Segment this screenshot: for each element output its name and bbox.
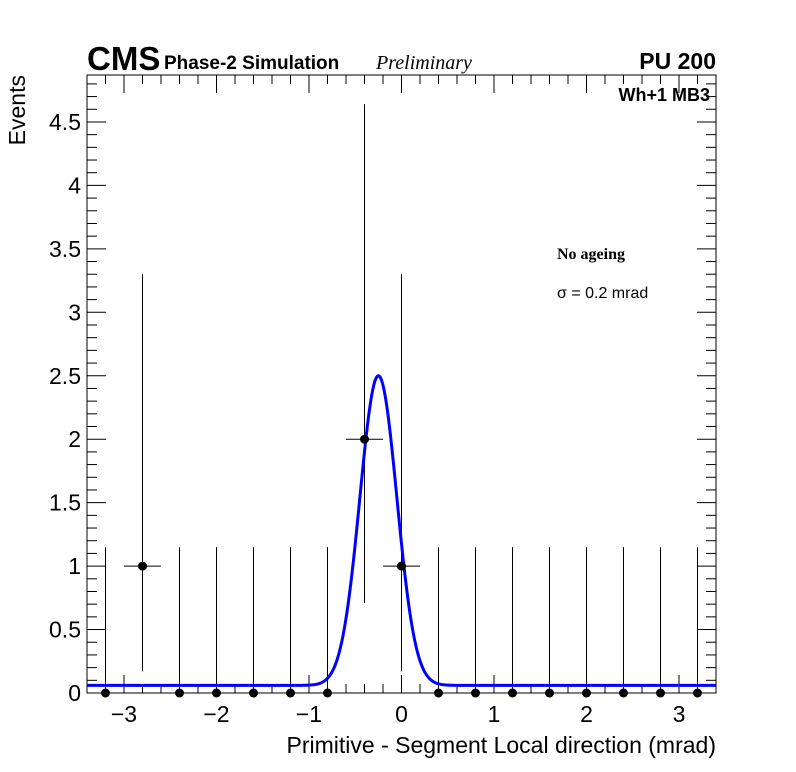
- y-tick-label: 1: [68, 553, 81, 579]
- y-tick-label: 3.5: [49, 236, 81, 262]
- fit-curve-group: [87, 374, 716, 687]
- x-tick-label: −3: [111, 701, 137, 727]
- y-tick-label: 2.5: [49, 363, 81, 389]
- y-tick-label: 2: [68, 426, 81, 452]
- sigma-label: σ = 0.2 mrad: [557, 285, 648, 302]
- y-tick-label: 0: [68, 680, 81, 706]
- data-point: [471, 688, 480, 698]
- y-axis-title: Events: [4, 75, 30, 145]
- axes: −3 −2 −1 0 1 2 3 0 0.5 1 1.5 2 2.5 3 3.5 4 4.5: [49, 75, 717, 727]
- x-tick-label: 1: [488, 701, 501, 727]
- data-point: [582, 688, 591, 698]
- data-point: [508, 688, 517, 698]
- data-point: [545, 688, 554, 698]
- chamber-label: Wh+1 MB3: [618, 85, 710, 105]
- x-tick-label: 3: [673, 701, 686, 727]
- y-tick-label: 4.5: [49, 109, 81, 135]
- data-point: [434, 688, 443, 698]
- x-tick-label: −2: [203, 701, 229, 727]
- data-point: [619, 688, 628, 698]
- data-point: [286, 688, 295, 698]
- data-point: [656, 688, 665, 698]
- data-point: [212, 688, 221, 698]
- y-tick-label: 1.5: [49, 490, 81, 516]
- cms-label: CMS: [87, 40, 160, 77]
- error-bars: [87, 104, 716, 694]
- y-tick-label: 3: [68, 299, 81, 325]
- data-point: [101, 688, 110, 698]
- x-tick-label: 0: [395, 701, 408, 727]
- ageing-label: No ageing: [557, 246, 625, 263]
- data-point: [175, 688, 184, 698]
- preliminary-label: Preliminary: [375, 52, 472, 74]
- x-tick-label: 2: [580, 701, 593, 727]
- data-point: [138, 561, 147, 571]
- y-tick-label: 4: [68, 172, 81, 198]
- data-point: [360, 434, 369, 444]
- fit-curve: [87, 374, 716, 687]
- x-axis-title: Primitive - Segment Local direction (mra…: [287, 732, 716, 758]
- data-point: [249, 688, 258, 698]
- data-point: [693, 688, 702, 698]
- y-tick-label: 0.5: [49, 617, 81, 643]
- data-markers: [101, 434, 702, 698]
- data-point: [323, 688, 332, 698]
- pileup-label: PU 200: [639, 48, 716, 74]
- x-tick-label: −1: [296, 701, 322, 727]
- data-point: [397, 561, 406, 571]
- simulation-label: Phase-2 Simulation: [164, 53, 339, 74]
